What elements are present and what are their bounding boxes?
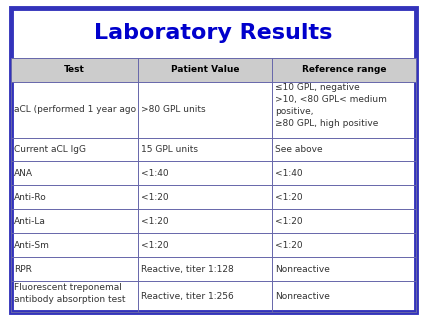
Text: <1:20: <1:20 (141, 193, 169, 202)
Text: Current aCL IgG: Current aCL IgG (14, 145, 86, 154)
Text: Nonreactive: Nonreactive (275, 265, 329, 274)
Text: Patient Value: Patient Value (171, 65, 239, 74)
Text: <1:40: <1:40 (141, 169, 169, 178)
Text: Laboratory Results: Laboratory Results (94, 23, 332, 43)
Text: Nonreactive: Nonreactive (275, 292, 329, 301)
Text: <1:20: <1:20 (275, 217, 302, 226)
Text: aCL (performed 1 year ago: aCL (performed 1 year ago (14, 105, 135, 114)
Text: ANA: ANA (14, 169, 32, 178)
Text: RPR: RPR (14, 265, 32, 274)
Text: Reactive, titer 1:256: Reactive, titer 1:256 (141, 292, 233, 301)
Text: <1:20: <1:20 (275, 241, 302, 250)
Text: Anti-Sm: Anti-Sm (14, 241, 49, 250)
Text: Anti-Ro: Anti-Ro (14, 193, 46, 202)
Text: See above: See above (275, 145, 322, 154)
Text: <1:20: <1:20 (141, 241, 169, 250)
Text: Test: Test (64, 65, 85, 74)
Text: Anti-La: Anti-La (14, 217, 46, 226)
Text: 15 GPL units: 15 GPL units (141, 145, 198, 154)
Text: Reference range: Reference range (301, 65, 386, 74)
Text: <1:20: <1:20 (141, 217, 169, 226)
Text: <1:20: <1:20 (275, 193, 302, 202)
Bar (11, 58, 415, 82)
Text: ≤10 GPL, negative
>10, <80 GPL< medium
positive,
≥80 GPL, high positive: ≤10 GPL, negative >10, <80 GPL< medium p… (275, 84, 386, 128)
Text: Reactive, titer 1:128: Reactive, titer 1:128 (141, 265, 233, 274)
Text: <1:40: <1:40 (275, 169, 302, 178)
Text: >80 GPL units: >80 GPL units (141, 105, 206, 114)
Text: Fluorescent treponemal
antibody absorption test: Fluorescent treponemal antibody absorpti… (14, 283, 125, 304)
